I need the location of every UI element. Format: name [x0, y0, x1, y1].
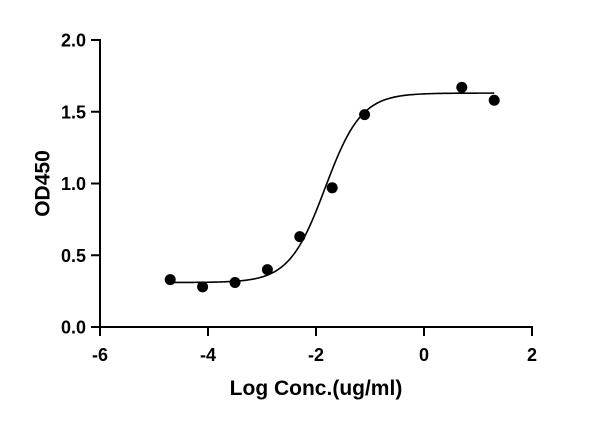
y-axis-ticks: 0.0 0.5 1.0 1.5 2.0 — [61, 31, 100, 338]
x-tick-label: -6 — [92, 345, 108, 365]
data-point — [488, 94, 500, 106]
data-point — [164, 274, 176, 286]
data-point — [326, 182, 338, 194]
fit-curve-layer — [170, 92, 495, 284]
y-tick-label: 1.0 — [61, 174, 86, 194]
data-point — [456, 81, 468, 93]
y-axis-title: OD450 — [32, 150, 55, 217]
x-axis-ticks: -6 -4 -2 0 2 — [92, 327, 537, 365]
data-point — [261, 264, 273, 276]
y-tick-label: 2.0 — [61, 31, 86, 51]
data-point — [294, 231, 306, 243]
x-tick-label: 2 — [527, 345, 537, 365]
data-point — [359, 109, 371, 121]
data-points-layer — [164, 81, 500, 293]
y-tick-label: 0.5 — [61, 246, 86, 266]
x-tick-label: -4 — [200, 345, 216, 365]
fit-curve — [170, 92, 495, 284]
x-tick-label: -2 — [308, 345, 324, 365]
axes: -6 -4 -2 0 2 0.0 0.5 1.0 1.5 2.0 — [61, 31, 537, 366]
x-axis-title: Log Conc.(ug/ml) — [230, 377, 403, 400]
x-tick-label: 0 — [419, 345, 429, 365]
y-tick-label: 1.5 — [61, 102, 86, 122]
data-point — [197, 281, 209, 293]
y-tick-label: 0.0 — [61, 318, 86, 338]
data-point — [229, 277, 241, 289]
